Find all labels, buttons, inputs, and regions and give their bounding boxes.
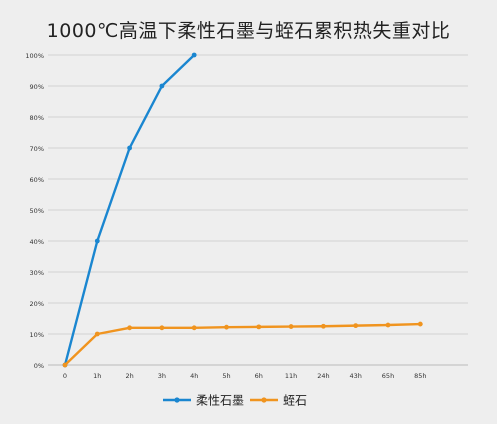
x-tick-label: 85h xyxy=(414,372,426,380)
legend-label: 柔性石墨 xyxy=(196,394,244,408)
legend-label: 蛭石 xyxy=(283,393,307,408)
y-tick-label: 20% xyxy=(30,300,44,308)
data-point xyxy=(288,324,294,329)
y-tick-label: 0% xyxy=(34,362,44,370)
y-tick-label: 40% xyxy=(30,238,44,246)
series-line xyxy=(64,322,421,366)
y-tick-label: 50% xyxy=(30,207,44,215)
data-point xyxy=(127,325,132,331)
x-tick-label: 2h xyxy=(125,372,133,380)
data-point xyxy=(417,321,423,327)
y-tick-label: 80% xyxy=(30,114,44,122)
data-point xyxy=(385,322,391,328)
x-tick-label: 0 xyxy=(63,372,67,380)
x-tick-label: 5h xyxy=(222,372,230,380)
data-point xyxy=(256,324,262,330)
legend-marker xyxy=(261,397,267,403)
axis-layer: 0% 10% 20% 30% 40% 50% 60% 70% 80% 90% 100% 0 1h 2h 3h… xyxy=(25,52,468,380)
y-tick-label: 30% xyxy=(30,269,44,277)
y-tick-label: 100% xyxy=(25,52,44,60)
x-tick-label: 11h xyxy=(285,372,297,380)
legend: 柔性石墨 蛭石 xyxy=(163,393,307,408)
x-tick-label: 65h xyxy=(382,372,394,380)
x-tick-label: 43h xyxy=(350,372,362,380)
x-tick-label: 4h xyxy=(190,372,198,380)
data-point xyxy=(191,52,197,58)
chart-title: 1000℃高温下柔性石墨与蛭石累积热失重对比 xyxy=(46,20,451,42)
y-tick-label: 10% xyxy=(30,331,44,339)
x-tick-label: 1h xyxy=(93,372,101,380)
data-point xyxy=(94,238,100,244)
data-point xyxy=(62,362,68,368)
data-point xyxy=(127,145,132,151)
grid-layer xyxy=(48,54,468,366)
legend-marker xyxy=(174,397,180,403)
x-tick-label: 3h xyxy=(158,372,166,380)
y-tick-label: 70% xyxy=(30,145,44,153)
data-point xyxy=(353,323,359,329)
data-point xyxy=(159,325,165,331)
data-point xyxy=(321,323,326,329)
series-layer xyxy=(62,52,423,368)
data-point xyxy=(159,83,165,89)
data-point xyxy=(224,324,229,330)
data-point xyxy=(94,331,100,337)
data-point xyxy=(191,325,197,331)
y-tick-label: 90% xyxy=(30,83,44,91)
y-tick-label: 60% xyxy=(30,176,44,184)
x-tick-label: 6h xyxy=(255,372,263,380)
x-tick-label: 24h xyxy=(317,372,329,380)
